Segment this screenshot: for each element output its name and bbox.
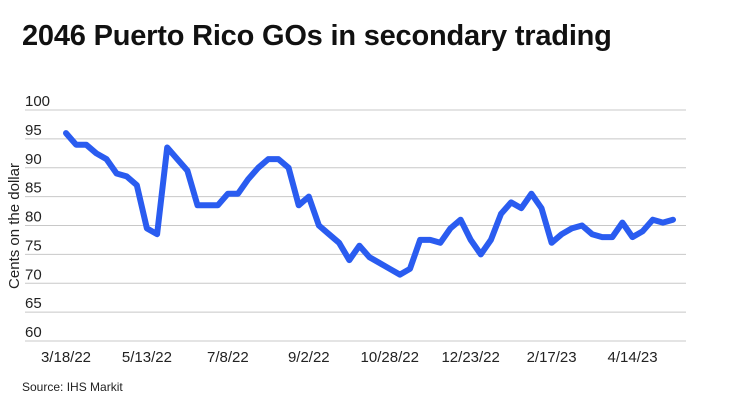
- chart-title: 2046 Puerto Rico GOs in secondary tradin…: [22, 20, 612, 52]
- y-axis-ticks: 60 65 70 75 80 85 90 95 100: [25, 93, 50, 341]
- x-tick-label: 5/13/22: [122, 349, 172, 366]
- source-note: Source: IHS Markit: [22, 380, 123, 394]
- y-axis-label: Cents on the dollar: [6, 163, 23, 289]
- x-tick-label: 10/28/22: [361, 349, 419, 366]
- y-tick-label: 75: [25, 237, 42, 254]
- x-tick-label: 2/17/23: [527, 349, 577, 366]
- y-tick-label: 80: [25, 209, 42, 226]
- x-axis-ticks: 3/18/22 5/13/22 7/8/22 9/2/22 10/28/22 12/23/…: [41, 349, 658, 366]
- x-tick-label: 4/14/23: [608, 349, 658, 366]
- y-tick-label: 60: [25, 324, 42, 341]
- y-tick-label: 85: [25, 180, 42, 197]
- y-tick-label: 65: [25, 295, 42, 312]
- x-tick-label: 12/23/22: [441, 349, 499, 366]
- x-tick-label: 9/2/22: [288, 349, 330, 366]
- series-line: [63, 130, 676, 278]
- y-tick-label: 95: [25, 122, 42, 139]
- x-tick-label: 7/8/22: [207, 349, 249, 366]
- y-tick-label: 90: [25, 151, 42, 168]
- x-tick-label: 3/18/22: [41, 349, 91, 366]
- y-tick-label: 70: [25, 266, 42, 283]
- series-layer: [63, 130, 676, 278]
- y-tick-label: 100: [25, 93, 50, 110]
- gridlines: [25, 109, 686, 342]
